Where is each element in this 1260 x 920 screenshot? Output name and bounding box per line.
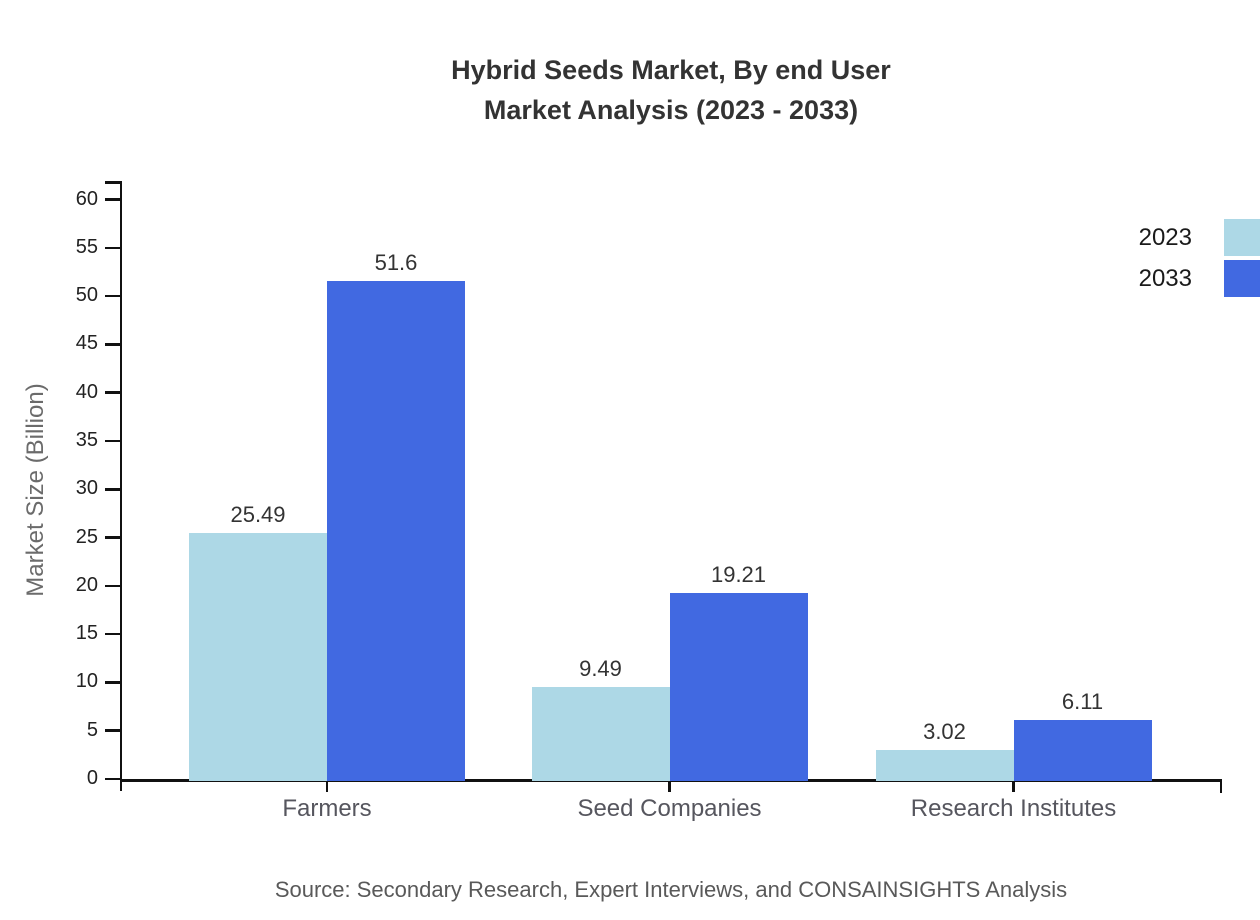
y-tick-label: 40	[75, 380, 98, 403]
bar-value-label-2023-farmers: 25.49	[230, 501, 286, 527]
y-tick	[105, 777, 120, 781]
x-axis-end-cap	[1219, 779, 1222, 793]
legend-label-2033: 2033	[1138, 265, 1192, 292]
y-tick-label: 25	[75, 525, 98, 548]
y-tick	[105, 681, 120, 684]
bar-value-label-2033-seed-companies: 19.21	[710, 562, 767, 588]
x-tick	[668, 779, 671, 792]
y-axis-top-cap	[105, 181, 122, 184]
bar-2033-research-institutes	[1013, 719, 1152, 781]
y-tick	[105, 391, 120, 394]
y-tick	[105, 488, 120, 491]
y-tick-label: 45	[75, 332, 98, 355]
y-tick-label: 0	[86, 767, 98, 789]
y-tick-label: 30	[75, 477, 98, 500]
bar-value-label-2033-farmers: 51.6	[374, 249, 418, 275]
y-tick	[105, 198, 120, 201]
y-tick-label: 15	[75, 622, 98, 645]
legend-label-2023: 2023	[1138, 224, 1192, 251]
bar-value-label-2023-seed-companies: 9.49	[579, 656, 622, 682]
y-tick-label: 10	[75, 670, 98, 693]
chart-title: Hybrid Seeds Market, By end User Market …	[120, 50, 1222, 130]
bar-value-label-2033-research-institutes: 6.11	[1061, 688, 1104, 714]
x-tick	[1012, 779, 1015, 792]
legend-swatch-2033	[1224, 260, 1260, 297]
y-tick-label: 60	[75, 187, 98, 210]
y-tick-label: 50	[75, 284, 98, 307]
y-tick-label: 55	[75, 235, 98, 258]
y-axis-line	[119, 181, 122, 791]
y-tick	[105, 439, 120, 443]
x-category-label: Research Institutes	[910, 795, 1117, 822]
y-tick	[105, 246, 120, 250]
x-category-label: Seed Companies	[577, 795, 762, 822]
bar-2033-farmers	[327, 280, 465, 781]
x-category-label: Farmers	[282, 795, 372, 822]
bar-2023-farmers	[189, 532, 327, 781]
y-tick-label: 35	[75, 428, 98, 451]
chart-title-line-1: Hybrid Seeds Market, By end User	[451, 55, 891, 85]
y-tick	[105, 584, 120, 588]
y-tick	[105, 294, 120, 298]
y-tick	[105, 729, 120, 732]
bar-2023-seed-companies	[531, 687, 670, 781]
bar-2023-research-institutes	[875, 749, 1014, 781]
y-tick-label: 20	[75, 573, 98, 596]
y-tick	[105, 536, 120, 539]
bar-2033-seed-companies	[669, 593, 808, 781]
y-tick	[105, 632, 120, 636]
x-tick	[325, 779, 329, 792]
legend-swatch-2023	[1224, 219, 1260, 256]
y-tick-label: 5	[86, 718, 98, 741]
y-tick	[105, 343, 120, 346]
chart-title-line-2: Market Analysis (2023 - 2033)	[483, 95, 859, 125]
bar-value-label-2023-research-institutes: 3.02	[923, 718, 966, 744]
source-note: Source: Secondary Research, Expert Inter…	[274, 877, 1068, 902]
